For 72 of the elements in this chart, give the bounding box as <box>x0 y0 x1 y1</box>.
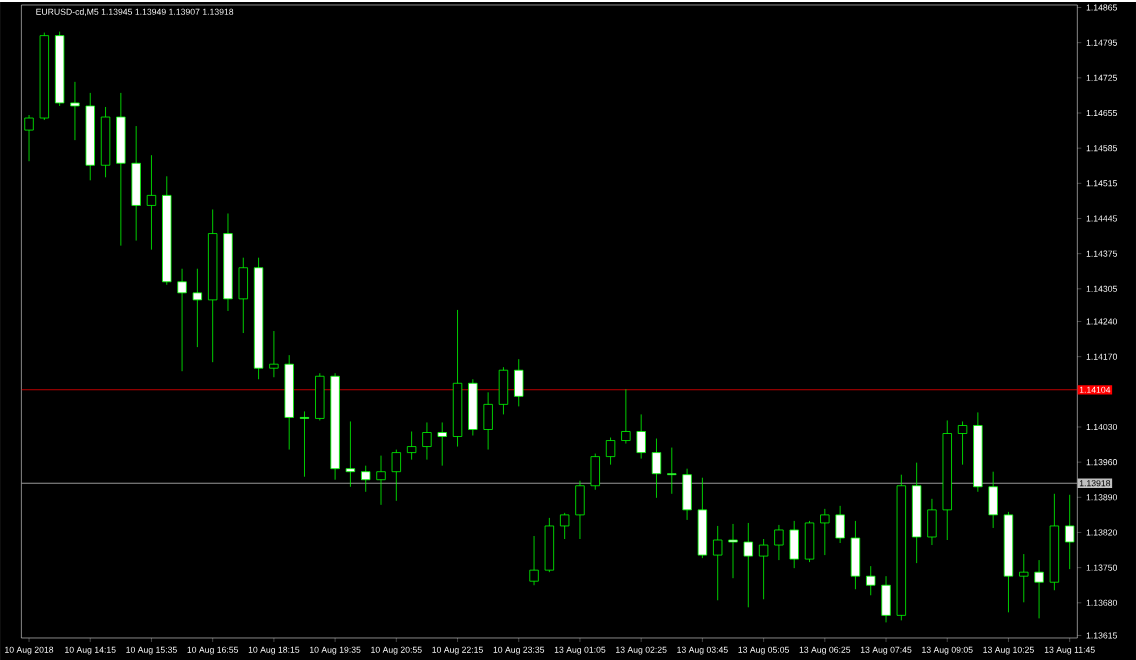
candlestick <box>529 535 539 586</box>
x-tick-label: 13 Aug 05:05 <box>738 646 790 655</box>
x-tick-label: 10 Aug 2018 <box>5 646 54 655</box>
ref-line-label: 1.14104 <box>1079 386 1111 393</box>
candlestick <box>361 465 371 493</box>
candlestick <box>406 431 417 461</box>
x-tick-label: 13 Aug 03:45 <box>677 646 728 655</box>
candlestick <box>621 388 631 444</box>
candlestick <box>636 414 646 460</box>
ref-line-label: 1.13918 <box>1079 480 1111 487</box>
candlestick <box>774 524 784 561</box>
y-tick-label: 1.14240 <box>1086 318 1118 325</box>
x-tick-label: 13 Aug 07:45 <box>860 646 912 655</box>
y-tick-label: 1.13890 <box>1086 494 1118 501</box>
candlestick <box>1019 553 1029 603</box>
y-tick-label: 1.14375 <box>1086 250 1117 257</box>
candlestick <box>192 268 203 348</box>
candlestick <box>559 512 570 540</box>
candlestick <box>177 268 187 372</box>
candlestick <box>1034 559 1044 619</box>
y-tick-label: 1.14170 <box>1086 353 1118 360</box>
x-tick-label: 10 Aug 22:15 <box>432 646 483 655</box>
x-tick-label: 13 Aug 11:45 <box>1044 646 1095 655</box>
y-tick-label: 1.14515 <box>1086 180 1117 187</box>
y-tick-label: 1.14655 <box>1086 109 1117 117</box>
candlestick <box>758 538 769 600</box>
chart-title: EURUSD-cd,M5 1.13945 1.13949 1.13907 1.13918 <box>36 8 234 16</box>
y-tick-label: 1.13615 <box>1086 632 1117 639</box>
x-tick-label: 10 Aug 23:35 <box>493 646 545 655</box>
x-tick-label: 13 Aug 06:25 <box>799 646 851 655</box>
x-tick-label: 13 Aug 02:25 <box>616 646 667 655</box>
x-tick-label: 10 Aug 18:15 <box>248 646 300 655</box>
candlestick <box>667 447 677 495</box>
x-tick-label: 10 Aug 20:55 <box>371 646 422 655</box>
candlestick <box>605 437 616 466</box>
candlestick <box>269 330 279 378</box>
candlestick <box>24 114 34 162</box>
candlestick <box>957 421 968 466</box>
y-tick-label: 1.14030 <box>1086 423 1118 431</box>
y-tick-label: 1.14795 <box>1086 39 1117 46</box>
x-tick-label: 10 Aug 16:55 <box>187 646 239 655</box>
candlestick <box>70 81 80 141</box>
y-tick-label: 1.13820 <box>1086 529 1118 536</box>
candlestick <box>866 565 876 596</box>
candlestick <box>422 422 432 461</box>
x-tick-label: 13 Aug 01:05 <box>554 646 606 655</box>
y-tick-label: 1.14585 <box>1086 145 1117 152</box>
x-tick-label: 13 Aug 09:05 <box>922 646 973 655</box>
y-tick-label: 1.14445 <box>1086 215 1117 222</box>
candlestick <box>299 411 310 478</box>
candlestick <box>376 455 386 506</box>
candlestick <box>713 525 723 601</box>
candlestick <box>1065 494 1075 570</box>
y-tick-label: 1.13960 <box>1086 459 1118 466</box>
y-tick-label: 1.14305 <box>1086 285 1117 292</box>
y-tick-label: 1.14725 <box>1086 74 1117 81</box>
candlestick <box>146 154 157 251</box>
y-tick-label: 1.13680 <box>1086 599 1118 606</box>
y-tick-label: 1.13750 <box>1086 564 1118 571</box>
x-tick-label: 10 Aug 19:35 <box>309 646 361 655</box>
candlestick <box>391 449 401 502</box>
candlestick <box>345 421 356 488</box>
candlestick <box>743 522 753 608</box>
candlestick <box>651 438 662 499</box>
x-tick-label: 10 Aug 15:35 <box>126 646 177 655</box>
y-tick-label: 1.14865 <box>1086 4 1117 11</box>
x-tick-label: 13 Aug 10:25 <box>983 646 1034 655</box>
candlestick <box>437 422 447 467</box>
candlestick <box>820 508 830 556</box>
candlestick <box>728 523 738 579</box>
candlestick <box>835 505 845 544</box>
x-tick-label: 10 Aug 14:15 <box>65 646 116 655</box>
